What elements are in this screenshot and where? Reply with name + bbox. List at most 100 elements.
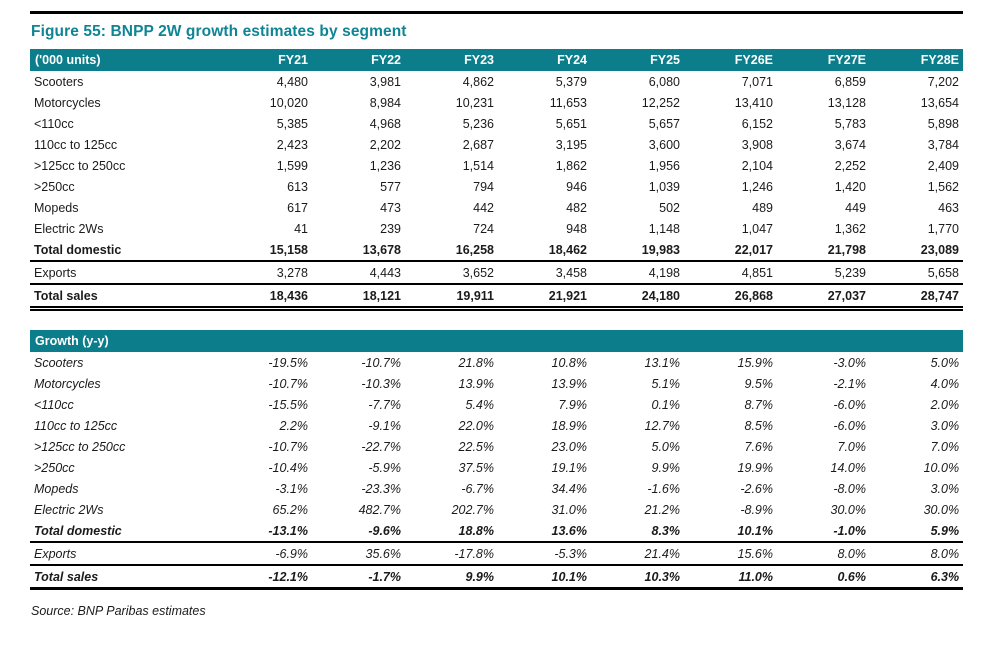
column-header: FY21	[219, 49, 312, 71]
value-cell: 10,231	[455, 95, 494, 110]
table-row: Electric 2Ws 41 239 724 948 1,148 1,047 1,362 1,…	[30, 218, 963, 239]
value-cell: 9.9%	[465, 569, 495, 584]
value-cell: 1,362	[834, 221, 866, 236]
column-header: FY27E	[777, 49, 870, 71]
value-cell: 2,423	[276, 137, 308, 152]
value-cell: -10.7%	[268, 376, 308, 391]
value-cell: 14.0%	[830, 460, 866, 475]
units-table: ('000 units) FY21 FY22 FY23 FY24 FY25 FY26E FY…	[30, 49, 963, 311]
units-header-label: ('000 units)	[30, 49, 219, 71]
value-cell: 12,252	[641, 95, 680, 110]
row-label: <110cc	[34, 116, 74, 131]
value-cell: 3,458	[498, 261, 591, 285]
row-label: Total sales	[34, 288, 98, 303]
value-cell: 2,409	[927, 158, 959, 173]
value-cell: 18,436	[269, 288, 308, 303]
value-cell: 18.9%	[551, 418, 587, 433]
value-cell: -6.0%	[833, 418, 866, 433]
value-cell: 41	[294, 221, 308, 236]
value-cell: 15.9%	[737, 355, 773, 370]
table-row: Mopeds 617 473 442 482 502 489 449 463	[30, 197, 963, 218]
value-cell: 65.2%	[272, 502, 308, 517]
value-cell: 5,651	[555, 116, 587, 131]
row-label: Total sales	[34, 569, 99, 584]
value-cell: 15.6%	[684, 542, 777, 566]
value-cell: 22,017	[684, 239, 777, 262]
table-row: >125cc to 250cc 1,599 1,236 1,514 1,862 1,956…	[30, 155, 963, 176]
table-row: 110cc to 125cc 2.2% -9.1% 22.0% 18.9% 12.7% 8.…	[30, 415, 963, 436]
row-label: 110cc to 125cc	[34, 137, 118, 152]
value-cell: -5.9%	[368, 460, 401, 475]
value-cell: 7.0%	[930, 439, 960, 454]
figure-content: Figure 55: BNPP 2W growth estimates by s…	[30, 11, 964, 618]
column-header: FY23	[405, 49, 498, 71]
row-label: >250cc	[34, 460, 75, 475]
value-cell: 10.8%	[551, 355, 587, 370]
row-label: <110cc	[34, 397, 74, 412]
value-cell: 502	[659, 200, 680, 215]
value-cell: 1,599	[276, 158, 308, 173]
value-cell: 4,480	[276, 74, 308, 89]
row-label: Motorcycles	[34, 95, 101, 110]
row-label: Electric 2Ws	[34, 221, 104, 236]
table-row: Scooters -19.5% -10.7% 21.8% 10.8% 13.1% 15.9%…	[30, 352, 963, 373]
value-cell: 10.0%	[923, 460, 960, 475]
value-cell: 202.7%	[451, 502, 494, 517]
value-cell: -10.7%	[361, 355, 401, 370]
value-cell: 22.5%	[458, 439, 494, 454]
value-cell: 2.0%	[930, 397, 960, 412]
value-cell: 19,983	[591, 239, 684, 262]
row-label: Scooters	[34, 355, 84, 370]
value-cell: 2,202	[369, 137, 401, 152]
value-cell: 3,908	[741, 137, 773, 152]
value-cell: 22.0%	[458, 418, 494, 433]
value-cell: 5.4%	[465, 397, 495, 412]
table-row: >250cc 613 577 794 946 1,039 1,246 1,420 1,562	[30, 176, 963, 197]
value-cell: 1,862	[555, 158, 587, 173]
value-cell: 13.6%	[498, 520, 591, 543]
value-cell: 948	[566, 221, 587, 236]
value-cell: 21,798	[777, 239, 870, 262]
value-cell: 2,687	[462, 137, 494, 152]
units-header-row: ('000 units) FY21 FY22 FY23 FY24 FY25 FY26E FY…	[30, 49, 963, 71]
value-cell: 37.5%	[458, 460, 494, 475]
value-cell: 9.9%	[651, 460, 681, 475]
value-cell: 5.9%	[870, 520, 964, 543]
row-label: Motorcycles	[34, 376, 101, 391]
value-cell: 9.5%	[744, 376, 774, 391]
value-cell: 13.1%	[644, 355, 680, 370]
value-cell: -10.7%	[268, 439, 308, 454]
value-cell: 8.0%	[777, 542, 870, 566]
value-cell: 3,652	[405, 261, 498, 285]
value-cell: 4,968	[369, 116, 401, 131]
table-row: Scooters 4,480 3,981 4,862 5,379 6,080 7,071 6,…	[30, 71, 963, 92]
value-cell: 5,236	[462, 116, 494, 131]
value-cell: 442	[473, 200, 494, 215]
value-cell: 4.0%	[930, 376, 960, 391]
value-cell: 7.9%	[558, 397, 588, 412]
value-cell: -10.4%	[268, 460, 308, 475]
value-cell: 23.0%	[551, 439, 587, 454]
value-cell: -3.0%	[833, 355, 866, 370]
value-cell: 7,202	[927, 74, 959, 89]
value-cell: 27,037	[827, 288, 866, 303]
value-cell: 794	[473, 179, 494, 194]
table-row: Total sales 18,436 18,121 19,911 21,921 24,18…	[30, 284, 963, 309]
value-cell: 0.6%	[837, 569, 867, 584]
column-header: FY24	[498, 49, 591, 71]
value-cell: 2,252	[834, 158, 866, 173]
value-cell: -8.0%	[833, 481, 866, 496]
value-cell: 5,783	[834, 116, 866, 131]
value-cell: 31.0%	[551, 502, 587, 517]
value-cell: 10.1%	[551, 569, 587, 584]
value-cell: -13.1%	[219, 520, 312, 543]
value-cell: 8.0%	[870, 542, 964, 566]
source-note: Source: BNP Paribas estimates	[31, 604, 206, 618]
value-cell: 946	[566, 179, 587, 194]
value-cell: 5,379	[555, 74, 587, 89]
value-cell: -9.1%	[368, 418, 401, 433]
column-header: FY26E	[684, 49, 777, 71]
row-label: Exports	[30, 261, 219, 285]
value-cell: 35.6%	[312, 542, 405, 566]
value-cell: 4,443	[312, 261, 405, 285]
